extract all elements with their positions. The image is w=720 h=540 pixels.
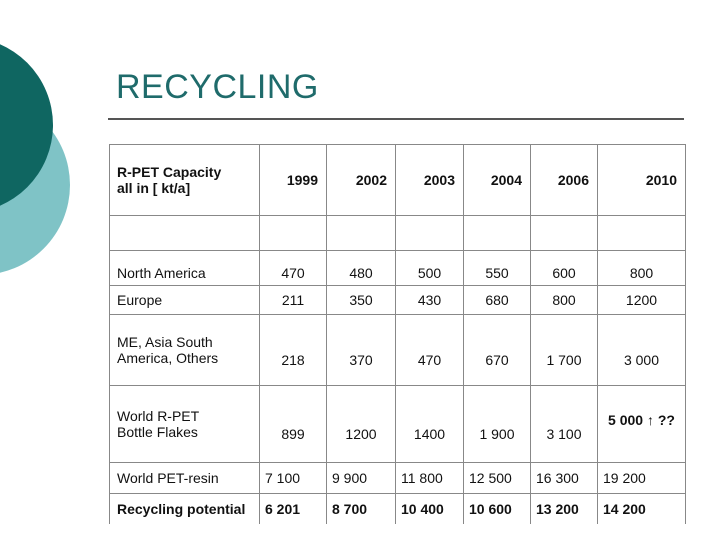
table-header-row: R-PET Capacity all in [ kt/a] 1999 2002 …: [109, 144, 686, 216]
table-cell: 10 400: [395, 493, 464, 524]
row-label: Recycling potential: [109, 493, 260, 524]
table-row: North America 470 480 500 550 600 800: [109, 250, 686, 286]
table-cell: 1200: [597, 285, 686, 315]
table-cell: 670: [463, 314, 531, 386]
year-header: 1999: [259, 144, 327, 216]
table-cell: 5 000 ↑ ??: [597, 385, 686, 463]
table-cell: 11 800: [395, 462, 464, 494]
title-divider: [108, 118, 684, 120]
table-cell: 1 700: [530, 314, 598, 386]
table-cell: 1 900: [463, 385, 531, 463]
table-cell: 3 000: [597, 314, 686, 386]
table-cell: 10 600: [463, 493, 531, 524]
table-cell: 1400: [395, 385, 464, 463]
table-cell: 19 200: [597, 462, 686, 494]
table-row: World R-PET Bottle Flakes 899 1200 1400 …: [109, 385, 686, 463]
decorative-circles: [0, 44, 70, 273]
table-cell: 350: [326, 285, 396, 315]
table-cell: 370: [326, 314, 396, 386]
header-label: R-PET Capacity all in [ kt/a]: [109, 144, 260, 216]
table-row: World PET-resin 7 100 9 900 11 800 12 50…: [109, 462, 686, 494]
table-cell: 1200: [326, 385, 396, 463]
table-cell: 16 300: [530, 462, 598, 494]
table-cell: 800: [597, 250, 686, 286]
row-label: World PET-resin: [109, 462, 260, 494]
row-label: World R-PET Bottle Flakes: [109, 385, 260, 463]
table-cell: 8 700: [326, 493, 396, 524]
table-cell: 680: [463, 285, 531, 315]
table-cell: 218: [259, 314, 327, 386]
year-header: 2010: [597, 144, 686, 216]
table-cell: 430: [395, 285, 464, 315]
table-cell: 899: [259, 385, 327, 463]
table-cell: 211: [259, 285, 327, 315]
table-cell: 470: [259, 250, 327, 286]
slide-title: RECYCLING: [116, 68, 319, 106]
table-cell: 9 900: [326, 462, 396, 494]
table-cell: 6 201: [259, 493, 327, 524]
row-label-line1: ME, Asia South: [117, 334, 213, 350]
year-header: 2003: [395, 144, 464, 216]
row-label: North America: [109, 250, 260, 286]
table-row: ME, Asia South America, Others 218 370 4…: [109, 314, 686, 386]
table-row: Recycling potential 6 201 8 700 10 400 1…: [109, 493, 686, 524]
year-header: 2002: [326, 144, 396, 216]
row-label: ME, Asia South America, Others: [109, 314, 260, 386]
year-header: 2006: [530, 144, 598, 216]
table-cell: 470: [395, 314, 464, 386]
table-cell: 3 100: [530, 385, 598, 463]
table-cell: 550: [463, 250, 531, 286]
table-cell: 800: [530, 285, 598, 315]
table-cell: 12 500: [463, 462, 531, 494]
table-cell: 14 200: [597, 493, 686, 524]
header-label-line2: all in [ kt/a]: [117, 180, 191, 196]
rpet-capacity-table: R-PET Capacity all in [ kt/a] 1999 2002 …: [109, 144, 686, 524]
table-cell: 600: [530, 250, 598, 286]
table-row: Europe 211 350 430 680 800 1200: [109, 285, 686, 315]
table-cell: 480: [326, 250, 396, 286]
table-cell: 500: [395, 250, 464, 286]
spacer-row: [109, 215, 686, 251]
table-cell: 7 100: [259, 462, 327, 494]
row-label: Europe: [109, 285, 260, 315]
table-cell: 13 200: [530, 493, 598, 524]
row-label-line2: Bottle Flakes: [117, 424, 198, 440]
header-label-line1: R-PET Capacity: [117, 164, 222, 180]
row-label-line2: America, Others: [117, 350, 219, 366]
dark-circle: [0, 44, 53, 206]
row-label-line1: World R-PET: [117, 408, 200, 424]
year-header: 2004: [463, 144, 531, 216]
